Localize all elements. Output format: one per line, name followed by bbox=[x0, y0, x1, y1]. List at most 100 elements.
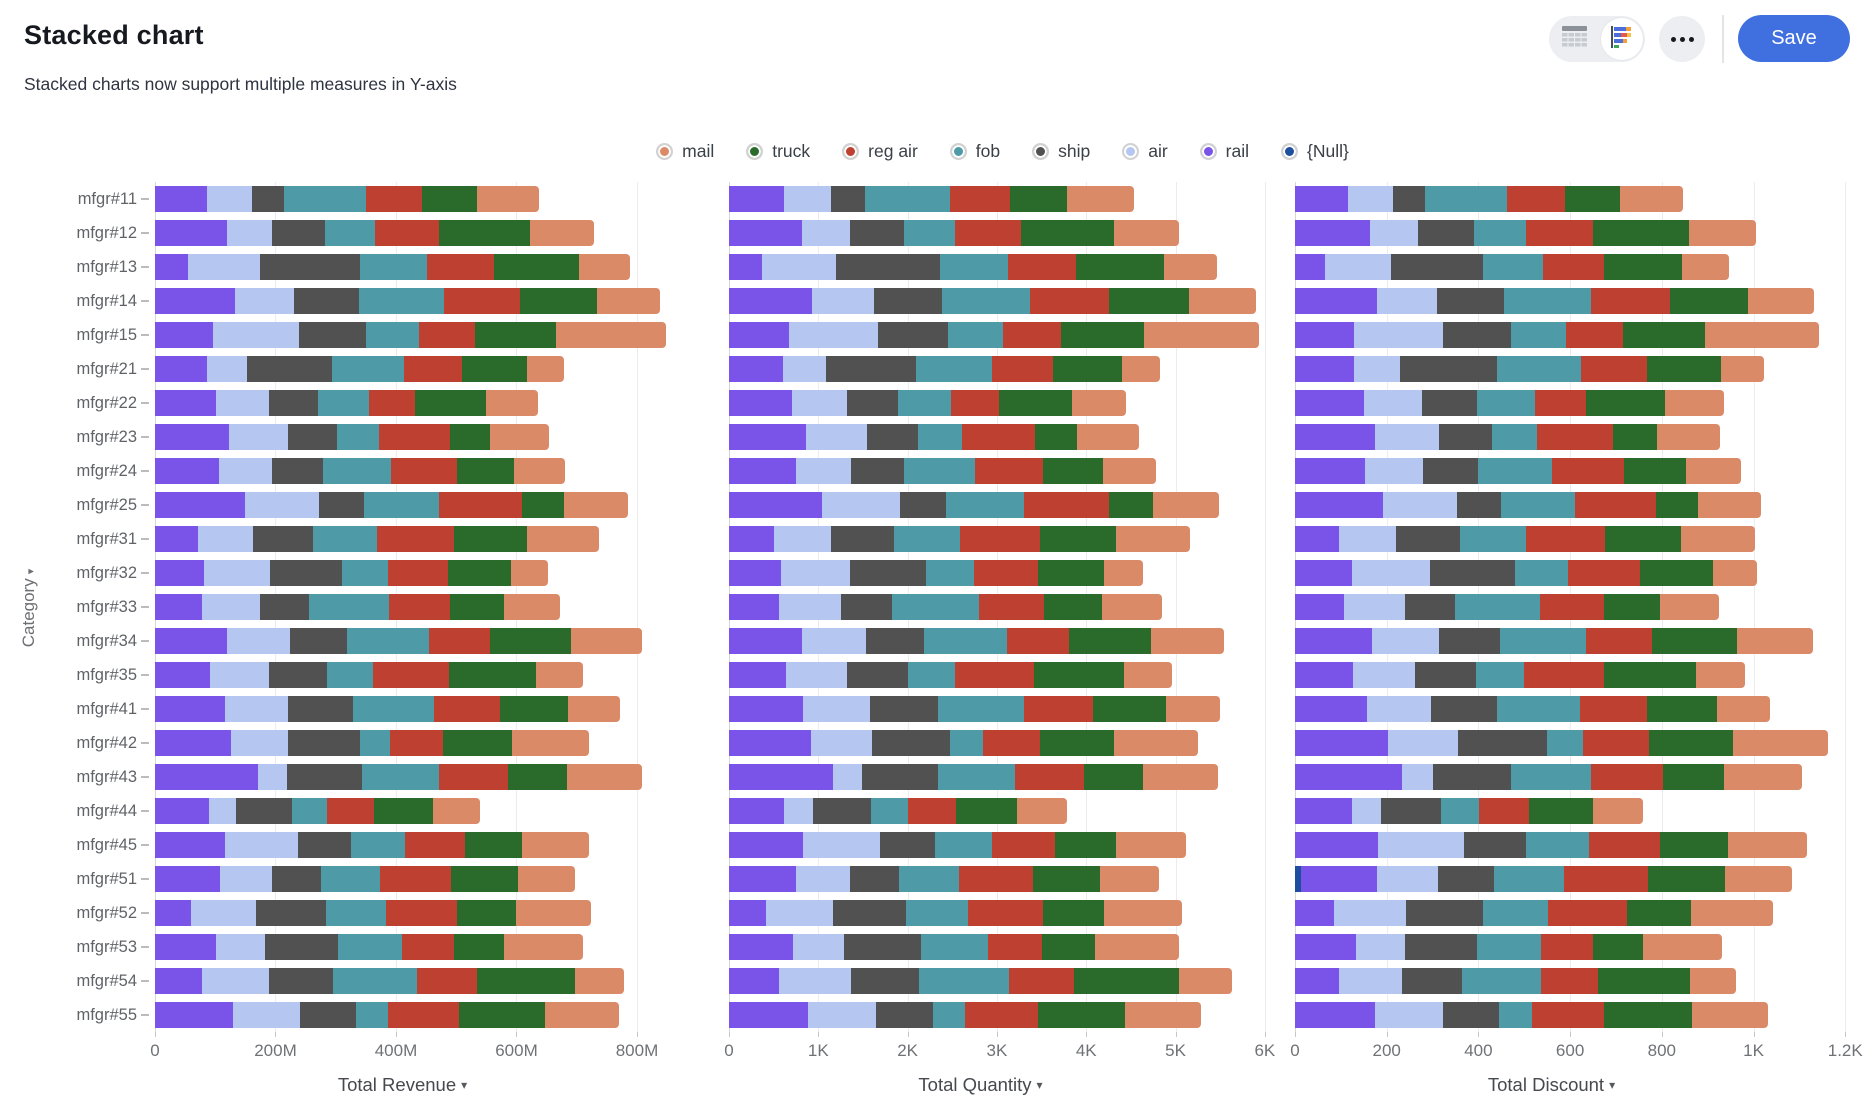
bar-segment[interactable] bbox=[578, 254, 630, 280]
bar-segment[interactable] bbox=[1124, 1002, 1201, 1028]
bar-segment[interactable] bbox=[1115, 832, 1187, 858]
bar-segment[interactable] bbox=[331, 356, 405, 382]
bar-segment[interactable] bbox=[1691, 900, 1774, 926]
bar-segment[interactable] bbox=[954, 220, 1021, 246]
bar-segment[interactable] bbox=[503, 934, 584, 960]
bar-segment[interactable] bbox=[729, 424, 806, 450]
bar-segment[interactable] bbox=[377, 526, 454, 552]
bar-segment[interactable] bbox=[373, 662, 449, 688]
bar-segment[interactable] bbox=[187, 254, 260, 280]
bar-segment[interactable] bbox=[1352, 798, 1382, 824]
bar-segment[interactable] bbox=[1528, 798, 1593, 824]
bar-segment[interactable] bbox=[272, 866, 321, 892]
bar-segment[interactable] bbox=[879, 832, 936, 858]
bar-segment[interactable] bbox=[459, 1002, 545, 1028]
bar-segment[interactable] bbox=[1144, 322, 1260, 348]
bar-segment[interactable] bbox=[1623, 322, 1706, 348]
bar-segment[interactable] bbox=[1691, 1002, 1768, 1028]
bar-segment[interactable] bbox=[155, 662, 211, 688]
bar-segment[interactable] bbox=[1476, 662, 1525, 688]
bar-segment[interactable] bbox=[954, 662, 1034, 688]
bar-segment[interactable] bbox=[1725, 866, 1792, 892]
bar-segment[interactable] bbox=[1103, 458, 1156, 484]
bar-segment[interactable] bbox=[155, 390, 217, 416]
bar-segment[interactable] bbox=[514, 458, 565, 484]
bar-segment[interactable] bbox=[826, 356, 916, 382]
bar-segment[interactable] bbox=[1084, 764, 1144, 790]
bar-segment[interactable] bbox=[1647, 696, 1718, 722]
bar-segment[interactable] bbox=[1591, 288, 1670, 314]
bar-segment[interactable] bbox=[729, 288, 813, 314]
bar-segment[interactable] bbox=[851, 458, 905, 484]
bar-segment[interactable] bbox=[1604, 254, 1682, 280]
bar-segment[interactable] bbox=[155, 186, 208, 212]
bar-segment[interactable] bbox=[155, 594, 202, 620]
bar-segment[interactable] bbox=[342, 560, 388, 586]
bar-segment[interactable] bbox=[918, 424, 963, 450]
bar-segment[interactable] bbox=[1295, 934, 1357, 960]
bar-segment[interactable] bbox=[308, 594, 390, 620]
bar-segment[interactable] bbox=[862, 764, 938, 790]
bar-segment[interactable] bbox=[327, 662, 374, 688]
bar-segment[interactable] bbox=[521, 492, 565, 518]
bar-segment[interactable] bbox=[155, 798, 209, 824]
bar-segment[interactable] bbox=[325, 220, 375, 246]
bar-segment[interactable] bbox=[729, 764, 833, 790]
bar-segment[interactable] bbox=[846, 662, 908, 688]
bar-segment[interactable] bbox=[155, 764, 259, 790]
bar-segment[interactable] bbox=[197, 526, 253, 552]
bar-segment[interactable] bbox=[485, 390, 539, 416]
bar-segment[interactable] bbox=[923, 628, 1007, 654]
bar-segment[interactable] bbox=[1590, 764, 1663, 790]
bar-segment[interactable] bbox=[517, 866, 575, 892]
bar-segment[interactable] bbox=[1531, 1002, 1605, 1028]
bar-segment[interactable] bbox=[1153, 492, 1220, 518]
bar-segment[interactable] bbox=[1339, 526, 1397, 552]
bar-segment[interactable] bbox=[433, 696, 500, 722]
bar-segment[interactable] bbox=[511, 730, 590, 756]
legend-item-air[interactable]: air bbox=[1122, 141, 1168, 162]
bar-segment[interactable] bbox=[332, 968, 418, 994]
bar-segment[interactable] bbox=[227, 628, 290, 654]
bar-segment[interactable] bbox=[1732, 730, 1829, 756]
bar-segment[interactable] bbox=[1497, 696, 1581, 722]
bar-segment[interactable] bbox=[1396, 526, 1460, 552]
bar-segment[interactable] bbox=[596, 288, 661, 314]
bar-segment[interactable] bbox=[788, 322, 879, 348]
bar-segment[interactable] bbox=[1583, 730, 1649, 756]
bar-segment[interactable] bbox=[974, 458, 1044, 484]
bar-segment[interactable] bbox=[1651, 628, 1738, 654]
bar-segment[interactable] bbox=[870, 798, 908, 824]
bar-segment[interactable] bbox=[389, 730, 443, 756]
bar-segment[interactable] bbox=[448, 560, 512, 586]
bar-segment[interactable] bbox=[1295, 730, 1389, 756]
bar-segment[interactable] bbox=[365, 322, 420, 348]
bar-segment[interactable] bbox=[1688, 220, 1756, 246]
bar-segment[interactable] bbox=[803, 832, 880, 858]
bar-segment[interactable] bbox=[1541, 934, 1594, 960]
bar-segment[interactable] bbox=[270, 560, 343, 586]
bar-segment[interactable] bbox=[265, 934, 339, 960]
bar-segment[interactable] bbox=[1662, 764, 1725, 790]
bar-segment[interactable] bbox=[374, 220, 440, 246]
bar-segment[interactable] bbox=[998, 390, 1072, 416]
bar-segment[interactable] bbox=[992, 832, 1055, 858]
bar-segment[interactable] bbox=[805, 424, 868, 450]
bar-segment[interactable] bbox=[1737, 628, 1814, 654]
bar-segment[interactable] bbox=[1656, 424, 1721, 450]
bar-segment[interactable] bbox=[369, 390, 416, 416]
bar-segment[interactable] bbox=[570, 628, 642, 654]
bar-segment[interactable] bbox=[904, 458, 975, 484]
bar-segment[interactable] bbox=[155, 934, 217, 960]
bar-segment[interactable] bbox=[1681, 254, 1729, 280]
bar-segment[interactable] bbox=[1660, 594, 1720, 620]
x-axis-title-total-revenue[interactable]: Total Revenue ▾ bbox=[338, 1074, 467, 1096]
bar-segment[interactable] bbox=[1405, 900, 1483, 926]
bar-segment[interactable] bbox=[795, 458, 852, 484]
bar-segment[interactable] bbox=[1295, 900, 1334, 926]
bar-segment[interactable] bbox=[1376, 288, 1438, 314]
bar-segment[interactable] bbox=[1461, 968, 1542, 994]
bar-segment[interactable] bbox=[155, 526, 198, 552]
bar-segment[interactable] bbox=[1121, 356, 1161, 382]
bar-segment[interactable] bbox=[1690, 968, 1737, 994]
